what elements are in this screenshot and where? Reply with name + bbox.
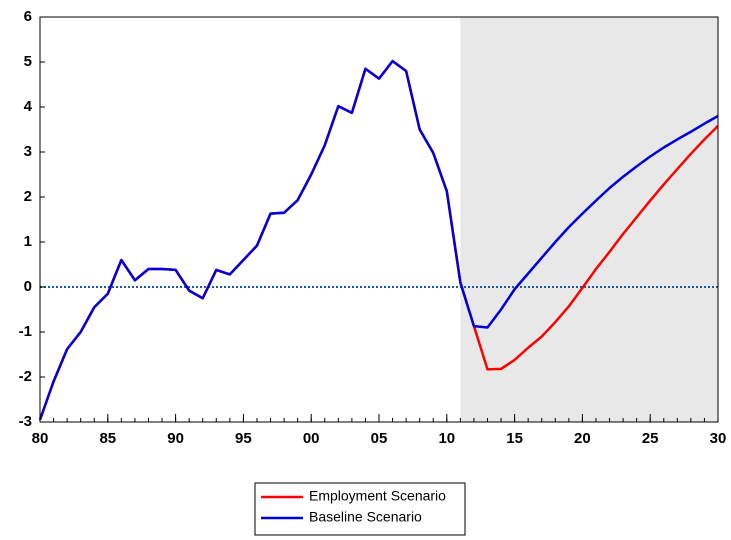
x-tick-label: 25 [642,430,659,447]
y-tick-label: -3 [19,413,32,430]
x-tick-label: 30 [710,430,727,447]
x-tick-label: 95 [235,430,252,447]
y-tick-label: 5 [24,53,32,70]
y-tick-label: 1 [24,233,32,250]
x-tick-label: 90 [167,430,184,447]
legend-box [254,482,466,536]
x-tick-label: 15 [506,430,523,447]
series-line [38,59,719,421]
x-tick-label: 80 [32,430,49,447]
x-tick-label: 10 [438,430,455,447]
x-tick-label: 00 [303,430,320,447]
y-tick-label: -2 [19,368,32,385]
plot-frame [39,16,719,423]
y-tick-label: 2 [24,188,32,205]
y-tick-label: -1 [19,323,32,340]
y-tick-label: 3 [24,143,32,160]
y-tick-label: 6 [24,8,32,25]
legend-label: Baseline Scenario [309,509,422,525]
x-tick-label: 20 [574,430,591,447]
x-tick-label: 05 [371,430,388,447]
y-tick-label: 4 [24,98,33,115]
x-tick-label: 85 [99,430,116,447]
legend-label: Employment Scenario [309,488,446,504]
shaded-region [460,17,718,422]
y-tick-label: 0 [24,278,32,295]
